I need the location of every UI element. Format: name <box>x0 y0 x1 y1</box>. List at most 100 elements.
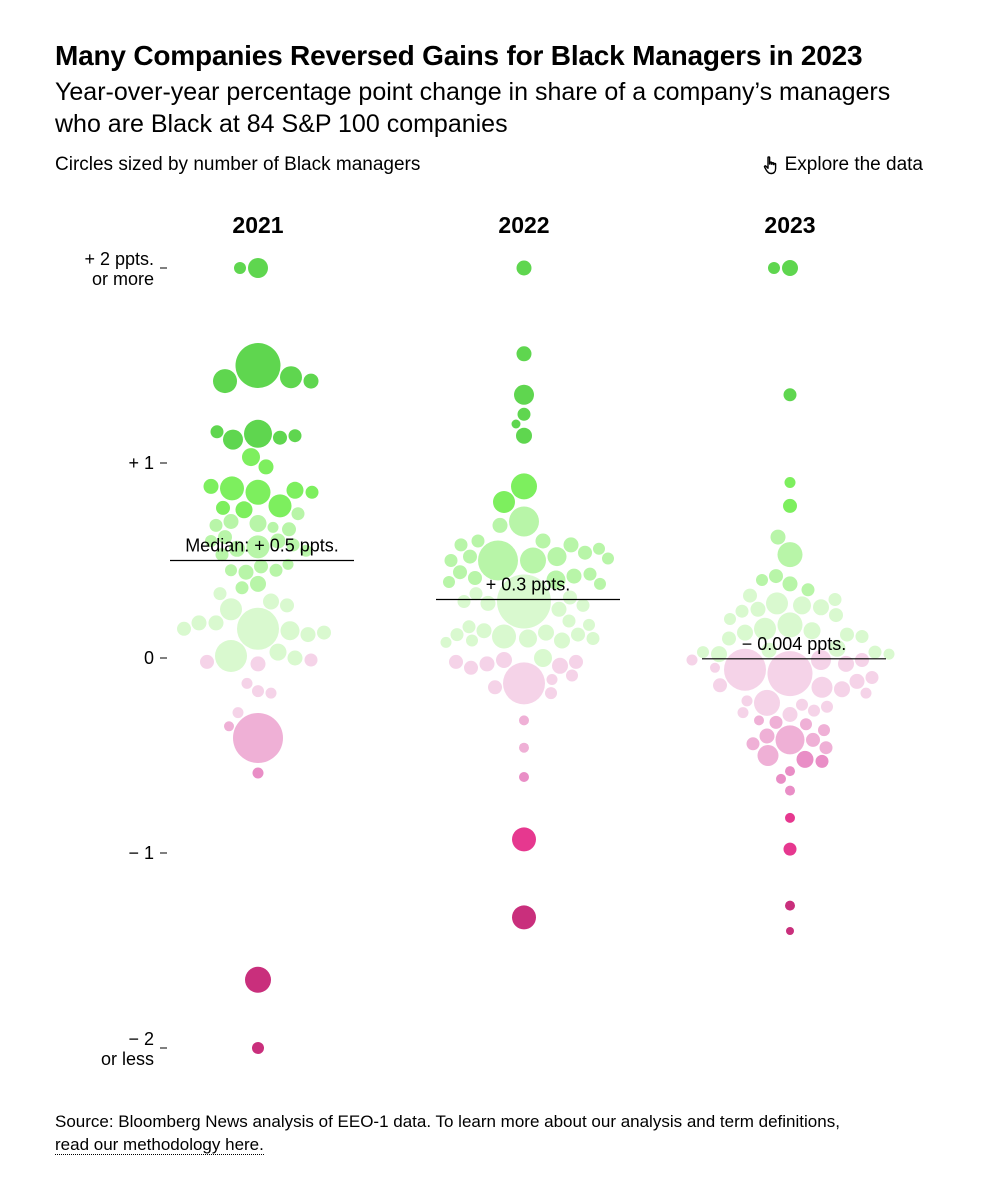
company-circle-2021[interactable] <box>282 522 296 537</box>
company-circle-2023[interactable] <box>777 542 803 568</box>
company-circle-2022[interactable] <box>503 662 545 705</box>
company-circle-2021[interactable] <box>280 598 294 613</box>
company-circle-2022[interactable] <box>571 627 585 642</box>
company-circle-2022[interactable] <box>545 687 557 700</box>
company-circle-2022[interactable] <box>462 620 476 634</box>
company-circle-2021[interactable] <box>268 494 292 518</box>
company-circle-2021[interactable] <box>287 650 303 666</box>
company-circle-2021[interactable] <box>229 540 245 557</box>
company-circle-2022[interactable] <box>512 827 536 852</box>
company-circle-2023[interactable] <box>828 639 846 657</box>
company-circle-2023[interactable] <box>793 596 811 615</box>
company-circle-2022[interactable] <box>551 601 567 617</box>
company-circle-2022[interactable] <box>511 419 521 429</box>
company-circle-2023[interactable] <box>818 724 830 737</box>
company-circle-2021[interactable] <box>220 476 244 501</box>
company-circle-2022[interactable] <box>516 427 532 444</box>
explore-data-link[interactable]: Explore the data <box>763 154 923 176</box>
company-circle-2022[interactable] <box>492 624 516 649</box>
company-circle-2021[interactable] <box>263 593 279 610</box>
company-circle-2023[interactable] <box>777 612 803 638</box>
company-circle-2022[interactable] <box>563 537 579 553</box>
company-circle-2022[interactable] <box>519 715 529 726</box>
company-circle-2021[interactable] <box>232 707 244 719</box>
company-circle-2023[interactable] <box>757 745 779 766</box>
company-circle-2023[interactable] <box>782 707 798 722</box>
company-circle-2021[interactable] <box>210 425 224 439</box>
company-circle-2021[interactable] <box>269 643 287 661</box>
company-circle-2021[interactable] <box>200 654 214 669</box>
company-circle-2023[interactable] <box>722 631 736 646</box>
company-circle-2021[interactable] <box>280 366 302 389</box>
company-circle-2023[interactable] <box>849 673 865 689</box>
company-circle-2021[interactable] <box>235 343 281 388</box>
company-circle-2022[interactable] <box>488 680 502 695</box>
company-circle-2021[interactable] <box>215 548 229 562</box>
company-circle-2021[interactable] <box>215 640 247 672</box>
company-circle-2022[interactable] <box>444 554 458 567</box>
company-circle-2021[interactable] <box>209 518 223 532</box>
company-circle-2022[interactable] <box>450 628 464 642</box>
company-circle-2021[interactable] <box>317 625 331 640</box>
company-circle-2022[interactable] <box>534 649 552 667</box>
company-circle-2023[interactable] <box>785 812 795 823</box>
company-circle-2021[interactable] <box>225 564 237 577</box>
company-circle-2022[interactable] <box>511 473 537 500</box>
company-circle-2023[interactable] <box>767 651 813 697</box>
company-circle-2022[interactable] <box>602 552 614 565</box>
company-circle-2023[interactable] <box>811 650 831 670</box>
methodology-link[interactable]: read our methodology here. <box>55 1135 264 1155</box>
company-circle-2023[interactable] <box>800 718 812 731</box>
company-circle-2021[interactable] <box>242 448 260 467</box>
company-circle-2023[interactable] <box>808 704 820 717</box>
company-circle-2023[interactable] <box>829 608 843 623</box>
company-circle-2021[interactable] <box>265 687 277 699</box>
company-circle-2021[interactable] <box>235 581 249 595</box>
company-circle-2023[interactable] <box>735 604 749 618</box>
company-circle-2023[interactable] <box>783 842 797 856</box>
company-circle-2023[interactable] <box>821 700 833 713</box>
company-circle-2023[interactable] <box>783 388 797 402</box>
company-circle-2022[interactable] <box>535 533 551 549</box>
company-circle-2021[interactable] <box>244 419 272 448</box>
company-circle-2021[interactable] <box>250 575 266 592</box>
company-circle-2021[interactable] <box>273 430 287 445</box>
company-circle-2022[interactable] <box>463 549 477 564</box>
company-circle-2021[interactable] <box>237 607 279 650</box>
company-circle-2022[interactable] <box>546 674 558 685</box>
company-circle-2021[interactable] <box>177 621 191 636</box>
company-circle-2022[interactable] <box>464 660 478 675</box>
company-circle-2022[interactable] <box>593 542 605 555</box>
company-circle-2021[interactable] <box>267 521 279 533</box>
company-circle-2023[interactable] <box>838 655 854 672</box>
company-circle-2023[interactable] <box>769 569 783 584</box>
company-circle-2021[interactable] <box>233 713 283 763</box>
company-circle-2023[interactable] <box>796 750 814 768</box>
company-circle-2023[interactable] <box>782 260 798 276</box>
company-circle-2023[interactable] <box>782 576 798 592</box>
company-circle-2022[interactable] <box>466 634 478 647</box>
company-circle-2021[interactable] <box>223 514 239 529</box>
company-circle-2021[interactable] <box>269 563 283 577</box>
company-circle-2023[interactable] <box>865 671 879 684</box>
company-circle-2023[interactable] <box>783 498 797 513</box>
company-circle-2022[interactable] <box>514 384 534 405</box>
company-circle-2021[interactable] <box>205 535 217 547</box>
company-circle-2021[interactable] <box>238 564 254 580</box>
company-circle-2023[interactable] <box>743 588 757 603</box>
company-circle-2023[interactable] <box>775 725 805 755</box>
company-circle-2023[interactable] <box>754 689 780 716</box>
company-circle-2022[interactable] <box>516 346 532 362</box>
company-circle-2021[interactable] <box>241 677 253 689</box>
company-circle-2023[interactable] <box>855 630 869 643</box>
company-circle-2022[interactable] <box>509 506 539 537</box>
company-circle-2022[interactable] <box>469 587 483 601</box>
company-circle-2022[interactable] <box>519 772 529 782</box>
company-circle-2021[interactable] <box>280 621 300 641</box>
company-circle-2021[interactable] <box>218 530 232 545</box>
company-circle-2023[interactable] <box>834 681 850 698</box>
company-circle-2021[interactable] <box>303 373 319 389</box>
company-circle-2021[interactable] <box>252 1042 264 1054</box>
company-circle-2021[interactable] <box>216 500 230 515</box>
company-circle-2022[interactable] <box>546 570 566 590</box>
